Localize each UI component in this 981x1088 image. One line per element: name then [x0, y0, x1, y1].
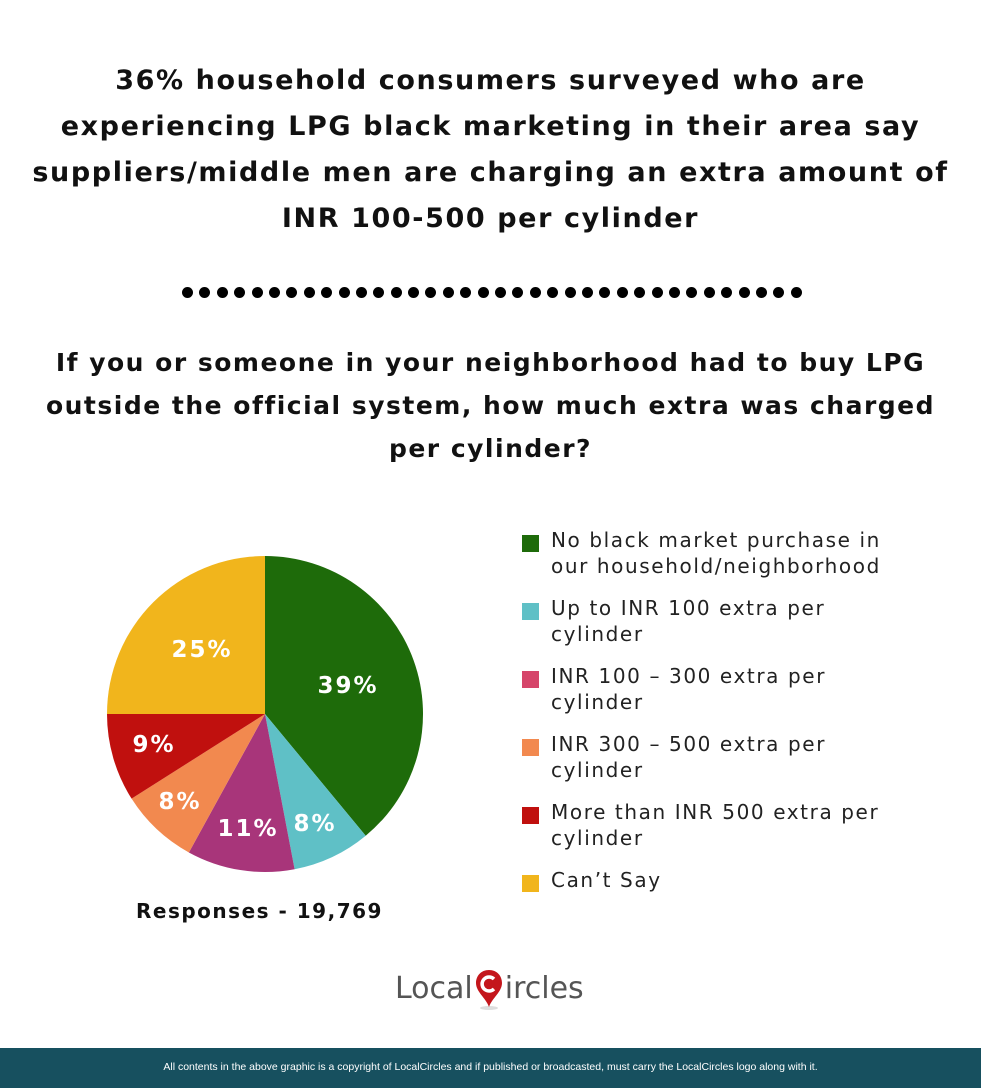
legend-swatch	[522, 603, 539, 620]
legend-label: INR 100 – 300 extra per cylinder	[551, 664, 827, 714]
responses-count: Responses - 19,769	[136, 899, 383, 923]
logo-text-ircles: ircles	[504, 970, 584, 1006]
pie-chart: 39% 8% 11% 8% 9% 25%	[100, 548, 430, 878]
legend-swatch	[522, 807, 539, 824]
logo-text-local: Local	[395, 970, 473, 1006]
legend-label: No black market purchase in our househol…	[551, 528, 881, 578]
slice-label-300-500: 8%	[158, 789, 202, 815]
divider-dot	[495, 287, 507, 298]
pie-slice	[265, 556, 423, 836]
divider-dot	[755, 287, 767, 298]
divider-dot	[373, 287, 385, 298]
slice-label-cant-say: 25%	[171, 637, 233, 663]
pie-slice	[107, 714, 265, 799]
copyright-footer: All contents in the above graphic is a c…	[0, 1048, 981, 1088]
divider-dot	[651, 287, 663, 298]
pie-slice	[131, 714, 265, 853]
legend-item-300-500: INR 300 – 500 extra per cylinder	[522, 731, 962, 783]
legend-item-no-purchase: No black market purchase in our househol…	[522, 527, 962, 579]
legend-swatch	[522, 875, 539, 892]
slice-label-up-to-100: 8%	[293, 811, 337, 837]
survey-question: If you or someone in your neighborhood h…	[45, 348, 936, 463]
divider-dot	[512, 287, 524, 298]
localcircles-logo: Local ircles	[395, 968, 584, 1010]
divider-dot	[338, 287, 350, 298]
divider-dot	[425, 287, 437, 298]
divider-dot	[773, 287, 785, 298]
legend-swatch	[522, 671, 539, 688]
legend-label: Can’t Say	[551, 868, 662, 892]
divider-dot	[408, 287, 420, 298]
pie-graphic	[107, 556, 423, 872]
legend-swatch	[522, 535, 539, 552]
divider-dot	[286, 287, 298, 298]
divider-dot	[390, 287, 402, 298]
slice-label-100-300: 11%	[217, 816, 279, 842]
pie-slice	[188, 714, 295, 872]
divider-dot	[564, 287, 576, 298]
divider-dot	[303, 287, 315, 298]
pie-slice	[107, 556, 265, 714]
divider-dot	[199, 287, 211, 298]
dotted-divider	[182, 287, 802, 301]
divider-dot	[460, 287, 472, 298]
divider-dot	[529, 287, 541, 298]
divider-dot	[581, 287, 593, 298]
divider-dot	[216, 287, 228, 298]
location-pin-icon	[474, 968, 504, 1010]
divider-dot	[547, 287, 559, 298]
divider-dot	[477, 287, 489, 298]
divider-dot	[634, 287, 646, 298]
legend-item-100-300: INR 100 – 300 extra per cylinder	[522, 663, 962, 715]
legend: No black market purchase in our househol…	[522, 527, 962, 909]
slice-label-more-500: 9%	[132, 732, 176, 758]
divider-dot	[616, 287, 628, 298]
headline: 36% household consumers surveyed who are…	[32, 65, 949, 234]
legend-item-up-to-100: Up to INR 100 extra per cylinder	[522, 595, 962, 647]
divider-dot	[321, 287, 333, 298]
divider-dot	[668, 287, 680, 298]
divider-dot	[703, 287, 715, 298]
legend-label: Up to INR 100 extra per cylinder	[551, 596, 826, 646]
divider-dot	[721, 287, 733, 298]
divider-dot	[268, 287, 280, 298]
slice-label-no-purchase: 39%	[317, 673, 379, 699]
divider-dot	[790, 287, 802, 298]
legend-swatch	[522, 739, 539, 756]
legend-label: INR 300 – 500 extra per cylinder	[551, 732, 827, 782]
divider-dot	[355, 287, 367, 298]
divider-dot	[442, 287, 454, 298]
divider-dot	[738, 287, 750, 298]
divider-dot	[234, 287, 246, 298]
pie-slice	[265, 714, 366, 870]
legend-item-cant-say: Can’t Say	[522, 867, 962, 893]
legend-label: More than INR 500 extra per cylinder	[551, 800, 880, 850]
divider-dot	[599, 287, 611, 298]
divider-dot	[251, 287, 263, 298]
divider-dot	[182, 287, 193, 298]
legend-item-more-500: More than INR 500 extra per cylinder	[522, 799, 962, 851]
divider-dot	[686, 287, 698, 298]
